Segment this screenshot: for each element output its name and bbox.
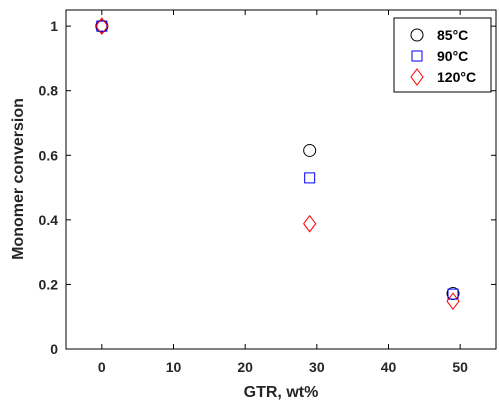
legend: 85°C 90°C 120°C bbox=[393, 17, 492, 93]
data-point bbox=[303, 214, 317, 233]
x-tick-label: 0 bbox=[98, 359, 106, 375]
x-tick-label: 20 bbox=[237, 359, 253, 375]
legend-label: 90°C bbox=[437, 48, 468, 64]
plot-frame bbox=[65, 9, 497, 350]
x-tick-label: 10 bbox=[166, 359, 182, 375]
data-point bbox=[446, 292, 460, 311]
x-tick-label: 50 bbox=[452, 359, 468, 375]
legend-marker bbox=[411, 50, 423, 62]
y-tick-label: 0.6 bbox=[39, 147, 59, 163]
data-point bbox=[96, 20, 108, 32]
data-point bbox=[304, 172, 316, 184]
y-tick-label: 0.2 bbox=[39, 276, 59, 292]
y-tick-label: 0 bbox=[50, 341, 58, 357]
x-tick-label: 40 bbox=[381, 359, 397, 375]
y-axis: 0 0.2 0.4 0.6 0.8 1 bbox=[39, 18, 496, 357]
legend-marker bbox=[410, 28, 424, 42]
data-point bbox=[447, 288, 459, 300]
legend-marker bbox=[410, 68, 424, 86]
legend-label: 85°C bbox=[437, 27, 468, 43]
data-point bbox=[95, 19, 109, 33]
y-tick-label: 0.8 bbox=[39, 83, 59, 99]
y-tick-label: 0.4 bbox=[39, 212, 59, 228]
x-tick-label: 30 bbox=[309, 359, 325, 375]
x-axis: 0 10 20 30 40 50 bbox=[98, 10, 468, 375]
y-axis-label: Monomer conversion bbox=[10, 98, 27, 260]
data-point bbox=[95, 17, 109, 35]
legend-label: 120°C bbox=[437, 69, 476, 85]
data-points bbox=[95, 17, 460, 311]
y-tick-label: 1 bbox=[50, 18, 58, 34]
x-axis-label: GTR, wt% bbox=[244, 384, 319, 401]
legend-box bbox=[393, 17, 492, 93]
data-point bbox=[303, 143, 317, 157]
